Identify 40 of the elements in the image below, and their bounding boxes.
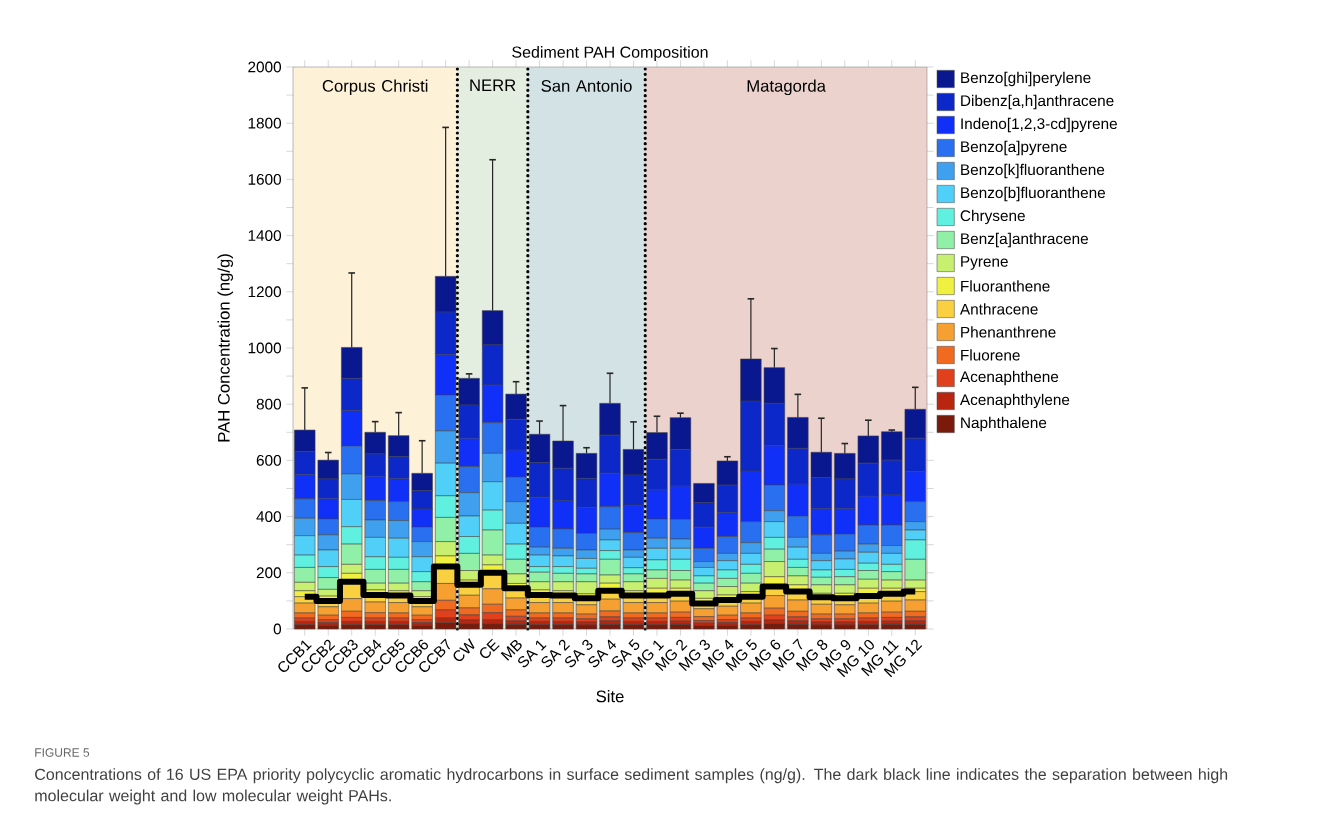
legend-label: Phenanthrene — [961, 326, 1056, 338]
legend-label: Fluoranthene — [961, 280, 1050, 292]
chart-title: Sediment PAH Composition — [512, 46, 708, 61]
legend-label: Benzo[b]fluoranthene — [961, 186, 1106, 202]
x-tick-label: CE — [480, 638, 500, 659]
x-axis-title: Site — [596, 690, 624, 703]
legend-label: Dibenz[a,h]anthracene — [961, 94, 1114, 110]
y-tick-label: 600 — [256, 454, 282, 466]
y-tick-label: 400 — [256, 511, 282, 523]
y-tick-label: 1200 — [248, 286, 282, 298]
legend-label: Pyrene — [961, 256, 1008, 270]
y-tick-label: 1600 — [248, 173, 282, 185]
legend-label: Naphthalene — [961, 416, 1047, 432]
y-tick-label: 1800 — [248, 117, 282, 129]
legend-label: Anthracene — [959, 303, 1038, 315]
legend-label: Fluorene — [961, 349, 1020, 361]
y-tick-label: 1400 — [248, 230, 282, 242]
y-tick-label: 2000 — [248, 61, 282, 73]
caption: FIGURE 5 — [35, 748, 90, 757]
band-label: Corpus Christi — [322, 79, 428, 96]
legend-label: Benzo[ghi]perylene — [961, 71, 1091, 87]
legend-label: Chrysene — [960, 209, 1025, 225]
y-axis-title: PAH Concentration (ng/g) — [217, 254, 234, 442]
legend-label: Benzo[a]pyrene — [961, 140, 1067, 156]
band-label: San Antonio — [541, 79, 632, 92]
y-tick-label: 1000 — [248, 342, 282, 354]
legend-label: Benz[a]anthracene — [961, 232, 1088, 248]
x-tick-label: CW — [453, 638, 475, 662]
band-label: NERR — [470, 79, 516, 92]
bar — [622, 602, 645, 614]
legend-label: Benzo[k]fluoranthene — [961, 163, 1105, 179]
band-label: Matagorda — [747, 79, 826, 96]
y-tick-label: 0 — [273, 623, 282, 635]
bar — [622, 624, 645, 630]
text: Concentrations of 16 US EPA priority polycyclic aromatic hydrocarbons in surface sediment samples (ng/g). The dark black line indicates the separation between high molecular weight and low molecular weight PAHs. — [35, 768, 1228, 805]
legend-label: Indeno[1,2,3-cd]pyrene — [961, 117, 1117, 133]
legend-label: Acenaphthylene — [959, 393, 1070, 409]
y-tick-label: 200 — [256, 567, 282, 579]
legend-label: Acenaphthene — [959, 370, 1059, 386]
y-tick-label: 800 — [256, 398, 282, 410]
